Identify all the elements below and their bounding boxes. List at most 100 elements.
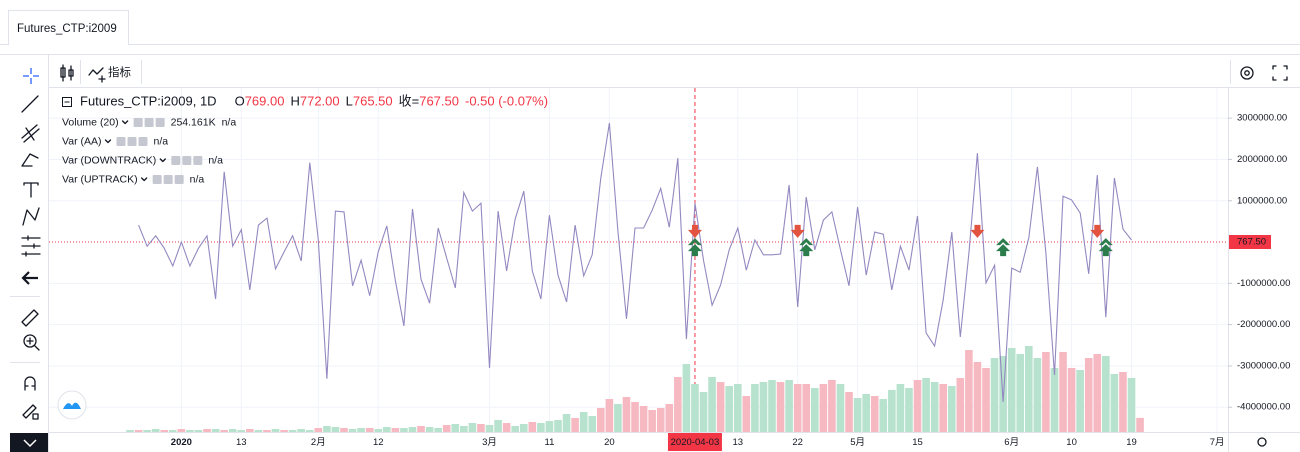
- volume-bar: [733, 384, 742, 432]
- volume-bar: [1067, 368, 1076, 432]
- chart-type-button[interactable]: [60, 64, 74, 82]
- brand-button[interactable]: [57, 390, 87, 420]
- volume-bar: [579, 412, 588, 432]
- volume-bar: [1033, 358, 1042, 432]
- collapse-icon[interactable]: [62, 97, 72, 107]
- last-price-box: [1229, 235, 1271, 250]
- legend-icon: [155, 118, 165, 127]
- volume-bar: [639, 406, 648, 432]
- legend-name: Var (DOWNTRACK): [62, 154, 156, 166]
- volume-bar: [811, 388, 819, 432]
- volume-bar: [751, 384, 759, 432]
- ohlc-value: 769.00: [245, 94, 285, 109]
- volume-bar: [391, 428, 400, 432]
- prediction-tool[interactable]: [21, 235, 41, 257]
- volume-bar: [211, 429, 220, 432]
- x-tick-label: 3月: [482, 437, 497, 448]
- volume-bar: [160, 430, 169, 432]
- x-tick-label: 13: [732, 437, 743, 448]
- volume-bar: [1119, 372, 1127, 432]
- hide-tool[interactable]: [10, 433, 48, 452]
- legend-value: n/a: [222, 116, 237, 128]
- var-line: [138, 123, 1132, 402]
- volume-bar: [151, 429, 160, 432]
- pattern-tool[interactable]: [22, 207, 40, 226]
- volume-bar: [793, 384, 802, 432]
- volume-bar: [374, 429, 383, 432]
- hide-tool-glyph: [23, 439, 37, 448]
- volume-bar: [597, 408, 605, 432]
- volume-bar: [194, 430, 203, 432]
- volume-bar: [177, 429, 186, 432]
- legend-icon: [127, 137, 137, 146]
- volume-bar: [348, 429, 357, 432]
- volume-bar: [725, 386, 733, 432]
- volume-bar: [169, 430, 177, 432]
- volume-bar: [1059, 352, 1067, 432]
- volume-bar: [956, 378, 965, 432]
- volume-bar: [562, 414, 571, 432]
- last-price-label: 767.50: [1237, 237, 1266, 248]
- legend-name: Var (AA): [62, 135, 101, 147]
- volume-bar: [862, 394, 870, 432]
- legend-chevron: [141, 177, 148, 182]
- ohlc-value: 767.50: [419, 94, 459, 109]
- settings-button[interactable]: [1240, 66, 1254, 80]
- brush-tool[interactable]: [21, 153, 39, 167]
- x-tick-label: 2月: [311, 437, 326, 448]
- volume-bar: [1093, 354, 1102, 432]
- legend-icon: [174, 175, 184, 184]
- legend-icon: [193, 156, 203, 165]
- volume-bar: [605, 399, 614, 432]
- tab-label[interactable]: Futures_CTP:i2009: [17, 23, 117, 35]
- x-tick-label: 2020: [171, 437, 192, 448]
- volume-bar: [708, 377, 716, 432]
- volume-bar: [477, 424, 485, 432]
- indicators-button[interactable]: 指标: [88, 65, 131, 83]
- volume-bar: [297, 429, 305, 432]
- up-arrow: [687, 238, 702, 257]
- volume-bar: [186, 430, 194, 432]
- fullscreen-button[interactable]: [1272, 65, 1288, 81]
- zoom-tool-glyph: [26, 337, 40, 351]
- volume-bar: [357, 428, 365, 432]
- volume-bar: [271, 429, 280, 432]
- crosshair-label: 2020-04-03: [671, 437, 720, 448]
- symbol: Futures_CTP:i2009, 1D: [80, 94, 217, 109]
- zoom-tool[interactable]: [23, 334, 37, 348]
- x-tick-label: 13: [236, 437, 247, 448]
- measure-tool[interactable]: [21, 309, 39, 327]
- legend-value: n/a: [153, 135, 168, 147]
- x-tick-label: 15: [912, 437, 923, 448]
- volume-bar: [434, 428, 442, 432]
- down-arrow: [790, 224, 805, 238]
- text-tool[interactable]: [23, 182, 39, 198]
- lock-draw-tool[interactable]: [22, 404, 39, 420]
- volume-bar: [451, 424, 460, 432]
- volume-bar: [845, 392, 853, 432]
- volume-bar: [622, 397, 631, 432]
- volume-bar: [519, 424, 528, 432]
- legend-chevron: [159, 158, 166, 163]
- back-tool[interactable]: [21, 271, 38, 285]
- volume-bar: [288, 430, 297, 432]
- volume-bar: [323, 426, 331, 432]
- trendline-tool[interactable]: [21, 95, 39, 113]
- volume-bar: [1007, 348, 1016, 432]
- volume-bar: [1102, 356, 1110, 432]
- indicators-label[interactable]: 指标: [108, 65, 131, 79]
- axis-settings-icon[interactable]: [1257, 437, 1267, 447]
- volume-bar: [383, 427, 391, 432]
- fib-tool[interactable]: [21, 124, 40, 143]
- ohlc-label: L: [346, 94, 353, 109]
- y-tick-label: 1000000.00: [1237, 195, 1287, 206]
- y-tick-label: -2000000.00: [1237, 319, 1290, 330]
- volume-bar: [656, 408, 665, 432]
- crosshair-tool[interactable]: [23, 68, 39, 84]
- volume-bar: [828, 380, 836, 432]
- up-arrow: [799, 238, 814, 257]
- volume-bar: [973, 362, 982, 432]
- volume-bar: [682, 364, 691, 432]
- y-tick-label: -3000000.00: [1237, 360, 1290, 371]
- magnet-tool[interactable]: [24, 376, 36, 391]
